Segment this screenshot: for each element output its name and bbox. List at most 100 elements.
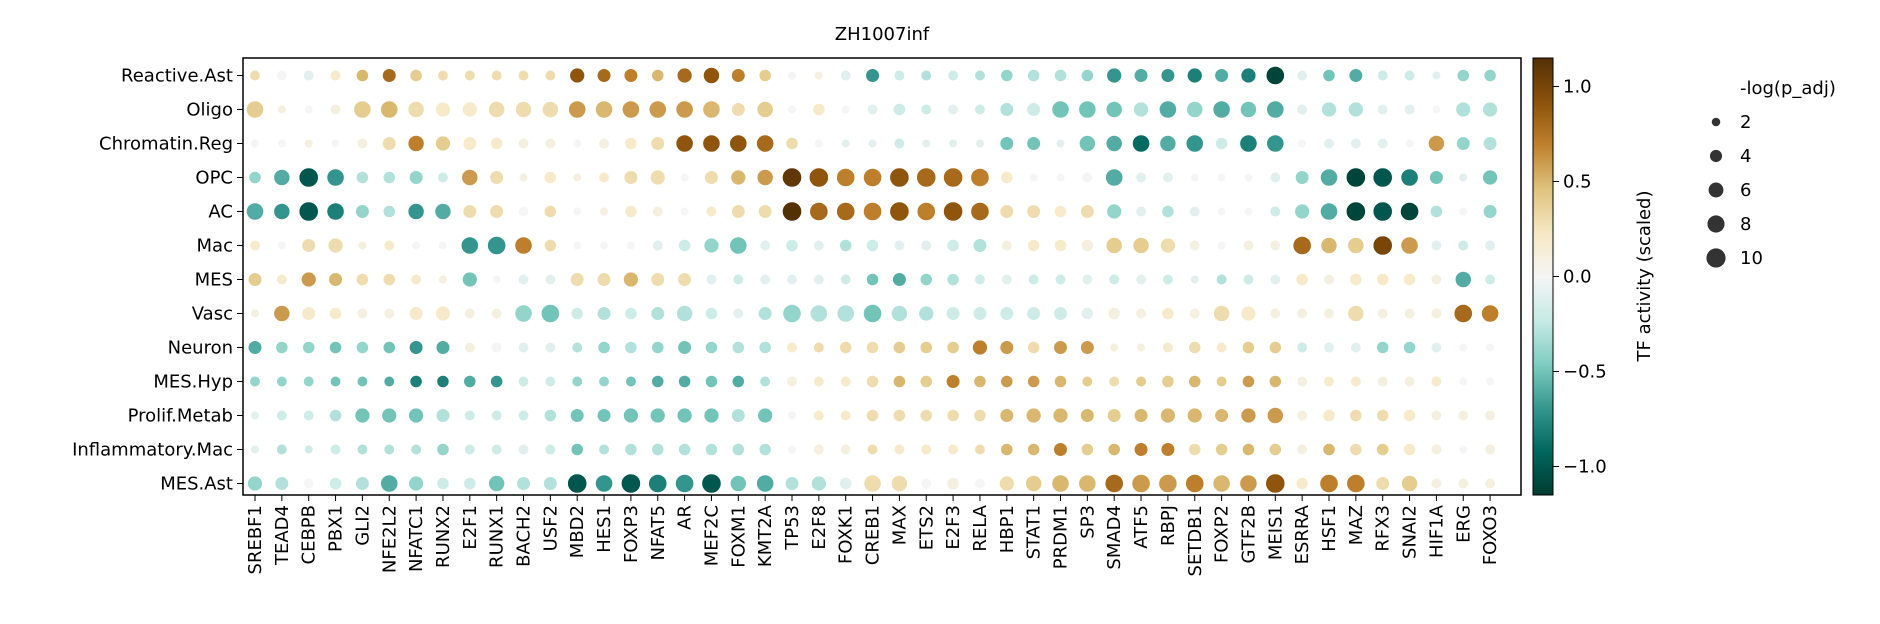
dot-Oligo-CREB1 [866,103,879,116]
dot-MES.Ast-E2F1 [463,477,477,490]
x-tick-label: NFE2L2 [379,505,400,573]
colorbar-tick-label: 0.0 [1563,267,1592,288]
dot-Vasc-TEAD4 [273,305,291,322]
dot-MES.Ast-NFE2L2 [380,474,399,493]
dot-Prolif.Metab-HBP1 [999,408,1014,423]
dot-MES.Ast-MAX [891,475,908,492]
dot-Inflammatory.Mac-SMAD4 [1107,443,1121,456]
dot-MES.Hyp-TP53 [786,375,798,388]
dot-Mac-RUNX1 [487,236,507,255]
dot-AC-ESRRA [1294,203,1310,220]
dot-MES-SP3 [1081,273,1093,286]
dot-Reactive.Ast-RUNX2 [437,69,449,82]
dot-MES-PBX1 [328,272,343,287]
x-tick-label: RUNX1 [487,505,508,568]
dot-OPC-ETS2 [916,167,937,188]
dot-Oligo-BACH2 [515,101,532,118]
dot-Mac-NFAT5 [652,239,664,252]
dot-MES.Ast-STAT1 [1025,475,1042,492]
dot-Mac-FOXP2 [1217,240,1227,251]
dot-Reactive.Ast-ETS2 [920,69,932,82]
dot-MES.Hyp-HBP1 [1000,375,1014,388]
dot-Oligo-RUNX2 [435,101,451,118]
dot-Reactive.Ast-FOXO3 [1483,69,1497,82]
dot-Reactive.Ast-SREBF1 [249,69,261,82]
dot-Chromatin.Reg-FOXO3 [1483,136,1498,151]
dot-MES-HSF1 [1323,273,1335,286]
dot-MES.Ast-BACH2 [516,476,531,491]
dot-Vasc-FOXK1 [836,304,855,323]
dot-Vasc-SREBF1 [250,308,260,319]
dot-Mac-FOXK1 [839,239,853,252]
dot-MES.Hyp-TEAD4 [276,375,288,388]
dot-Inflammatory.Mac-RBPJ [1160,442,1175,457]
dot-Oligo-ATF5 [1133,101,1149,118]
dot-Vasc-GLI2 [356,307,368,320]
dot-MES.Ast-MAZ [1346,474,1366,493]
dot-OPC-BACH2 [518,172,529,183]
x-tick-label: ERG [1453,505,1474,543]
dot-MES.Hyp-NFAT5 [651,375,665,388]
size-legend-label: 2 [1740,112,1751,133]
dot-MES.Hyp-E2F1 [463,375,477,388]
dot-Mac-GLI2 [357,240,367,251]
dot-Mac-MEIS1 [1269,239,1281,252]
dot-Mac-USF2 [543,239,557,252]
dot-Prolif.Metab-KMT2A [757,407,773,424]
dot-MES.Hyp-NFATC1 [409,375,423,388]
x-tick-label: RBPJ [1158,505,1179,546]
dot-Reactive.Ast-HSF1 [1322,69,1336,82]
dot-OPC-TEAD4 [273,169,291,186]
dot-Vasc-RBPJ [1161,307,1175,320]
dot-AC-NFATC1 [407,203,425,220]
dot-Chromatin.Reg-MAZ [1350,137,1362,150]
x-tick-label: USF2 [540,505,561,551]
dot-Prolif.Metab-HIF1A [1430,409,1442,422]
dot-OPC-TP53 [782,167,802,188]
dot-MES.Hyp-SP3 [1081,375,1093,388]
dot-Prolif.Metab-PRDM1 [1052,407,1069,424]
y-tick-label: MES [195,270,233,291]
y-tick-label: Oligo [186,100,233,121]
dot-AC-HBP1 [999,204,1014,219]
dot-AC-FOXM1 [731,204,746,219]
dot-Oligo-NFAT5 [648,100,667,119]
dot-MES.Ast-ERG [1457,477,1469,490]
dot-MES-E2F8 [813,273,825,286]
dot-AC-RUNX2 [434,203,452,220]
dot-MES-NFAT5 [650,272,665,287]
dot-Mac-RELA [972,238,988,253]
dot-Mac-TEAD4 [277,240,287,251]
dot-MES.Hyp-AR [678,375,691,388]
dot-Oligo-SREBF1 [246,100,264,119]
dot-Mac-SNAI2 [1400,236,1419,255]
dot-Chromatin.Reg-USF2 [544,137,556,150]
x-tick-label: E2F1 [460,505,481,550]
dot-Chromatin.Reg-ATF5 [1132,134,1150,153]
dot-OPC-HES1 [598,171,610,184]
dot-MES-NFE2L2 [382,273,396,286]
dot-MES.Hyp-RFX3 [1377,375,1389,388]
dot-MES.Hyp-E2F8 [813,375,825,388]
dot-OPC-CREB1 [863,168,882,187]
dot-Mac-AR [678,239,691,252]
dot-MES-SMAD4 [1108,273,1120,286]
dot-Prolif.Metab-RBPJ [1160,407,1176,424]
dot-Vasc-SNAI2 [1403,307,1416,320]
dot-MES-FOXO3 [1484,273,1496,286]
dot-Mac-MAZ [1347,237,1365,254]
dot-Mac-GTF2B [1242,239,1255,252]
dot-Prolif.Metab-MAZ [1349,409,1363,422]
dot-Chromatin.Reg-E2F1 [462,136,477,151]
dot-Mac-ATF5 [1132,237,1150,254]
dot-Oligo-TP53 [787,104,797,115]
dot-MES-SREBF1 [247,272,263,287]
dot-Neuron-FOXM1 [731,341,745,354]
dot-Neuron-MAX [893,341,906,354]
dot-Vasc-HIF1A [1430,307,1442,320]
dot-Mac-FOXP3 [626,240,636,251]
dot-OPC-AR [680,172,690,183]
dot-Oligo-MBD2 [568,100,587,119]
dot-Vasc-KMT2A [758,306,773,321]
dot-OPC-HSF1 [1320,168,1338,187]
